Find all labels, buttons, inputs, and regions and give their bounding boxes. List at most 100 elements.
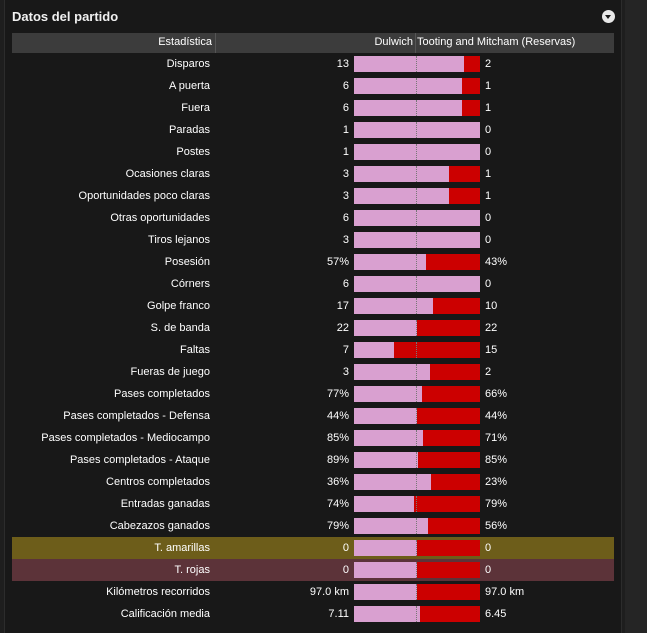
bar-midline (416, 408, 417, 424)
stat-label: T. rojas (174, 564, 210, 576)
home-value: 1 (342, 124, 349, 136)
home-share-fill (354, 210, 480, 226)
comparison-bar (354, 386, 480, 402)
home-share-fill (354, 364, 430, 380)
away-value: 0 (485, 146, 492, 158)
home-value: 1 (342, 146, 349, 158)
bar-midline (416, 298, 417, 314)
stat-label: Kilómetros recorridos (106, 586, 210, 598)
away-value: 1 (485, 168, 492, 180)
stat-label: Postes (176, 146, 210, 158)
stat-row: Faltas 7 15 (12, 339, 614, 361)
home-value: 6 (342, 102, 349, 114)
away-value: 44% (485, 410, 508, 422)
away-value: 85% (485, 454, 508, 466)
away-value: 0 (485, 212, 492, 224)
away-value: 15 (485, 344, 498, 356)
stat-row: T. rojas 0 0 (12, 559, 614, 581)
stat-row: Paradas 1 0 (12, 119, 614, 141)
home-share-fill (354, 342, 395, 358)
collapse-chevron-icon[interactable] (602, 10, 615, 23)
bar-midline (416, 518, 417, 534)
home-value: 3 (342, 234, 349, 246)
home-share-fill (354, 166, 449, 182)
stat-row: S. de banda 22 22 (12, 317, 614, 339)
table-header: Estadística Dulwich Tooting and Mitcham … (12, 33, 614, 53)
stat-row: Pases completados - Defensa 44% 44% (12, 405, 614, 427)
stat-label: Córners (170, 278, 210, 290)
bar-midline (416, 276, 417, 292)
bar-midline (416, 232, 417, 248)
column-header-stat: Estadística (158, 36, 212, 48)
comparison-bar (354, 320, 480, 336)
comparison-bar (354, 78, 480, 94)
stat-label: Fuera (181, 102, 210, 114)
home-share-fill (354, 606, 420, 622)
stats-rows: Disparos 13 2 A puerta 6 1 Fuera 6 1 Paradas 1 0 Pos… (12, 53, 614, 625)
comparison-bar (354, 518, 480, 534)
match-stats-panel: Datos del partido Estadística Dulwich To… (4, 0, 622, 633)
comparison-bar (354, 496, 480, 512)
home-value: 57% (326, 256, 349, 268)
away-value: 79% (485, 498, 508, 510)
away-value: 0 (485, 564, 492, 576)
stat-label: Paradas (169, 124, 210, 136)
home-value: 44% (326, 410, 349, 422)
home-share-fill (354, 298, 434, 314)
bar-midline (416, 210, 417, 226)
comparison-bar (354, 166, 480, 182)
bar-midline (416, 452, 417, 468)
away-value: 6.45 (485, 608, 507, 620)
stat-row: Postes 1 0 (12, 141, 614, 163)
column-divider (415, 33, 416, 53)
stat-label: Fueras de juego (130, 366, 211, 378)
away-value: 2 (485, 58, 492, 70)
stat-row: Golpe franco 17 10 (12, 295, 614, 317)
away-value: 0 (485, 278, 492, 290)
home-share-fill (354, 56, 464, 72)
comparison-bar (354, 364, 480, 380)
stat-label: Pases completados - Mediocampo (41, 432, 210, 444)
comparison-bar (354, 100, 480, 116)
stat-row: Otras oportunidades 6 0 (12, 207, 614, 229)
stat-label: Entradas ganadas (120, 498, 210, 510)
home-share-fill (354, 144, 480, 160)
stat-label: Pases completados (114, 388, 210, 400)
away-value: 2 (485, 366, 492, 378)
home-value: 0 (342, 564, 349, 576)
bar-midline (416, 342, 417, 358)
bar-midline (416, 122, 417, 138)
comparison-bar (354, 188, 480, 204)
column-divider (215, 33, 216, 53)
away-value: 0 (485, 542, 492, 554)
stat-label: Faltas (180, 344, 210, 356)
away-value: 66% (485, 388, 508, 400)
comparison-bar (354, 562, 480, 578)
bar-midline (416, 430, 417, 446)
side-scroll-strip (625, 0, 647, 633)
home-value: 6 (342, 212, 349, 224)
comparison-bar (354, 342, 480, 358)
home-value: 6 (342, 80, 349, 92)
stat-label: Pases completados - Ataque (69, 454, 210, 466)
comparison-bar (354, 606, 480, 622)
bar-midline (416, 100, 417, 116)
home-value: 7.11 (328, 608, 349, 620)
home-share-fill (354, 584, 417, 600)
bar-midline (416, 254, 417, 270)
home-value: 7 (342, 344, 349, 356)
stat-row: Pases completados 77% 66% (12, 383, 614, 405)
comparison-bar (354, 408, 480, 424)
stat-label: S. de banda (150, 322, 210, 334)
away-value: 1 (485, 102, 492, 114)
comparison-bar (354, 56, 480, 72)
home-share-fill (354, 232, 480, 248)
bar-midline (416, 144, 417, 160)
stat-label: T. amarillas (154, 542, 210, 554)
home-value: 85% (326, 432, 349, 444)
home-value: 3 (342, 190, 349, 202)
away-value: 97.0 km (485, 586, 525, 598)
home-share-fill (354, 562, 417, 578)
stat-row: Pases completados - Mediocampo 85% 71% (12, 427, 614, 449)
stat-label: Centros completados (106, 476, 210, 488)
